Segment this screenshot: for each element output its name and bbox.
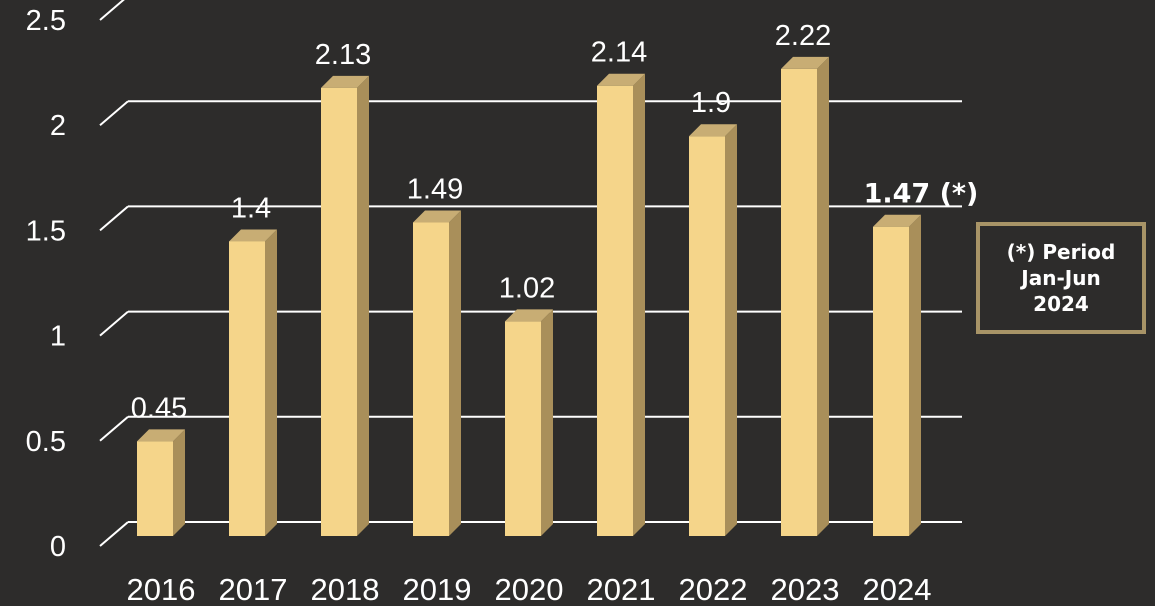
x-tick-label: 2023	[771, 572, 840, 606]
bar-top	[505, 309, 553, 322]
y-tick-label: 0	[50, 531, 66, 563]
data-label: 0.45	[131, 392, 187, 424]
y-tick-label: 1	[50, 321, 66, 353]
x-tick-label: 2016	[127, 572, 196, 606]
x-tick-label: 2017	[219, 572, 288, 606]
x-tick-label: 2018	[311, 572, 380, 606]
bar-side	[173, 429, 185, 536]
bar-side	[725, 124, 737, 537]
data-label: 2.22	[775, 20, 831, 52]
period-note-text: (*) Period Jan-Jun 2024	[1006, 240, 1116, 316]
data-label: 1.4	[231, 192, 271, 224]
data-label: 1.02	[499, 272, 555, 304]
bar-top	[689, 124, 737, 137]
bar-2022	[689, 136, 725, 537]
gridline-stub	[99, 0, 125, 21]
bar-side	[817, 56, 829, 537]
bar-top	[321, 75, 369, 88]
x-tick-label: 2021	[587, 572, 656, 606]
y-tick-label: 2	[50, 110, 66, 142]
bar-top	[229, 229, 277, 242]
bar-side	[449, 210, 461, 536]
x-tick-label: 2019	[403, 572, 472, 606]
data-label: 1.49	[407, 174, 463, 206]
bar-side	[541, 309, 553, 536]
bar-2020	[505, 321, 541, 536]
bar-2021	[597, 85, 633, 536]
bar-2016	[137, 441, 173, 536]
y-tick-label: 2.5	[26, 5, 66, 37]
bar-side	[909, 214, 921, 536]
gridline-stub	[99, 521, 129, 547]
bar-2017	[229, 241, 265, 536]
bar-top	[413, 210, 461, 223]
bar-top	[137, 429, 185, 442]
gridline-stub	[99, 310, 129, 337]
gridline-stub	[99, 416, 129, 442]
x-tick-label: 2022	[679, 572, 748, 606]
data-label: 1.47 (*)	[864, 179, 979, 210]
data-label: 1.9	[691, 87, 731, 119]
y-tick-label: 0.5	[26, 426, 66, 458]
bar-2018	[321, 87, 357, 537]
bar-side	[357, 75, 369, 537]
bar-2019	[413, 222, 449, 536]
data-label: 2.14	[591, 37, 647, 69]
bar-side	[633, 73, 645, 536]
y-tick-label: 1.5	[26, 215, 66, 247]
bar-2024	[873, 226, 909, 536]
bar-side	[265, 229, 277, 536]
x-tick-label: 2024	[863, 572, 932, 606]
bar-top	[597, 73, 645, 86]
x-tick-label: 2020	[495, 572, 564, 606]
period-note-box: (*) Period Jan-Jun 2024	[976, 222, 1146, 334]
gridline-stub	[99, 100, 129, 126]
bar-top	[781, 56, 829, 69]
bar-top	[873, 214, 921, 227]
data-label: 2.13	[315, 39, 371, 71]
gridline-stub	[99, 205, 129, 232]
bar-2023	[781, 68, 817, 537]
